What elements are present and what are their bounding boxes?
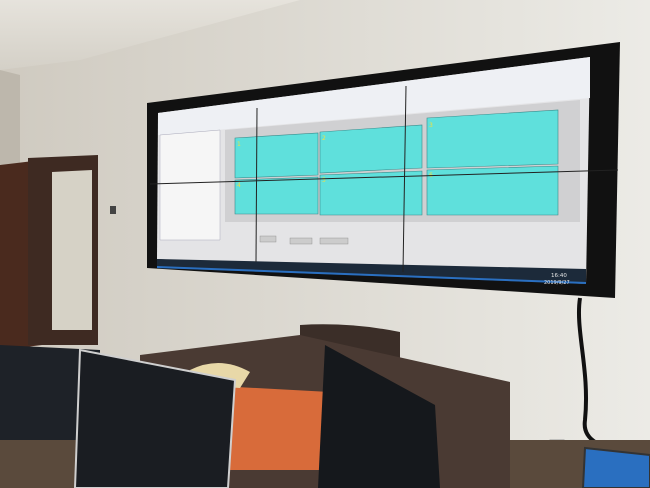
ceiling bbox=[0, 0, 650, 70]
bezel-seam bbox=[255, 107, 258, 263]
wall-switch bbox=[110, 206, 116, 214]
panel-label-3: 3 bbox=[429, 122, 433, 129]
monitor-center bbox=[318, 345, 440, 488]
layout-panels: 1 2 3 4 5 6 bbox=[234, 109, 559, 216]
app-button bbox=[319, 237, 349, 245]
panel-1 bbox=[234, 132, 319, 179]
panel-4 bbox=[234, 176, 319, 215]
taskbar-date: 2019/9/27 bbox=[544, 280, 570, 286]
panel-label-1: 1 bbox=[237, 141, 241, 148]
bezel-seam bbox=[149, 169, 619, 185]
taskbar-edge bbox=[157, 266, 586, 284]
panel-3 bbox=[426, 109, 559, 169]
device-tree-panel bbox=[159, 129, 221, 241]
panel-label-2: 2 bbox=[322, 135, 326, 142]
taskbar-time: 16:40 bbox=[551, 273, 567, 279]
monitor-left bbox=[0, 345, 100, 440]
app-button bbox=[259, 235, 277, 243]
monitor-front bbox=[73, 348, 237, 488]
bezel-seam bbox=[402, 85, 407, 273]
panel-label-4: 4 bbox=[237, 182, 241, 189]
taskbar bbox=[157, 259, 586, 284]
panel-label-5: 5 bbox=[322, 177, 326, 184]
panel-2 bbox=[319, 124, 423, 174]
doorway bbox=[52, 170, 92, 330]
panel-5 bbox=[319, 170, 423, 216]
laptop-screen bbox=[581, 446, 650, 488]
app-button bbox=[289, 237, 313, 245]
app-toolbar bbox=[158, 57, 590, 135]
panel-6 bbox=[426, 165, 559, 216]
